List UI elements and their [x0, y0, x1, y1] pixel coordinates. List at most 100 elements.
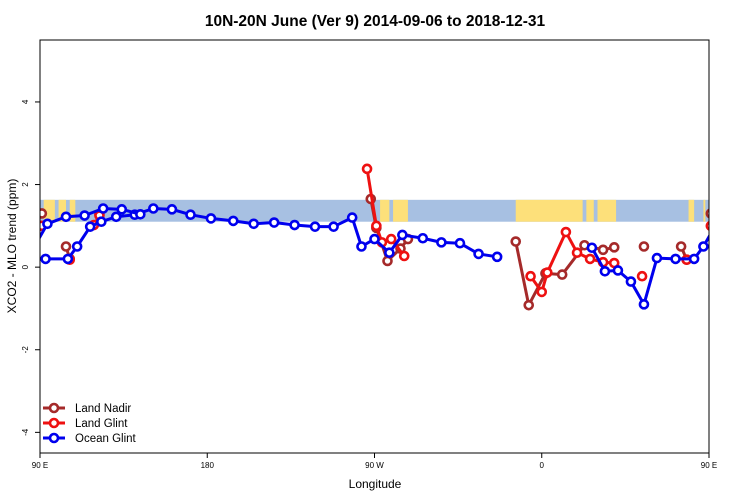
- legend-label: Ocean Glint: [75, 433, 137, 445]
- series-line: [40, 207, 141, 240]
- y-tick-label: 4: [21, 99, 30, 104]
- map-strip-land: [43, 199, 55, 222]
- data-point: [356, 241, 367, 252]
- data-point: [638, 241, 650, 252]
- data-point: [705, 220, 709, 231]
- data-point: [675, 241, 687, 252]
- data-point: [248, 218, 260, 230]
- series-layer: [30, 163, 709, 311]
- map-strip-land: [515, 199, 583, 222]
- y-tick-label: 0: [21, 264, 30, 269]
- data-point: [525, 270, 536, 282]
- data-point: [556, 269, 568, 280]
- map-strip-land: [597, 199, 617, 222]
- plot-frame: [39, 39, 710, 454]
- data-point: [705, 208, 709, 219]
- data-point: [369, 233, 380, 245]
- series-ocean-glint: [30, 203, 709, 310]
- data-point: [328, 221, 339, 232]
- data-point: [116, 204, 128, 215]
- x-tick-label: 90 E: [701, 461, 717, 470]
- map-strip-land: [58, 199, 67, 222]
- x-axis: 90 E 180 90 W 0 90 E: [32, 453, 717, 470]
- data-point: [60, 211, 72, 223]
- legend-label: Land Nadir: [75, 403, 131, 415]
- data-point: [417, 232, 429, 244]
- map-strip-land: [688, 199, 695, 222]
- data-point: [670, 253, 681, 265]
- data-point: [688, 253, 700, 265]
- data-point: [625, 276, 637, 287]
- data-point: [398, 250, 410, 262]
- data-point: [382, 255, 393, 267]
- data-point: [586, 242, 598, 254]
- data-point: [385, 233, 397, 245]
- data-point: [268, 217, 280, 228]
- data-point: [309, 221, 321, 232]
- chart-title: 10N-20N June (Ver 9) 2014-09-06 to 2018-…: [205, 13, 546, 30]
- y-axis: -4 -2 0 2 4: [21, 99, 40, 436]
- data-point: [597, 244, 609, 256]
- legend-marker: [48, 402, 60, 414]
- data-point: [397, 229, 408, 241]
- data-point: [97, 203, 109, 214]
- data-point: [651, 252, 663, 264]
- data-point: [289, 219, 300, 231]
- data-point: [612, 265, 624, 276]
- x-tick-label: 180: [201, 461, 215, 470]
- data-point: [40, 253, 51, 265]
- data-point: [166, 204, 178, 215]
- data-point: [608, 242, 620, 253]
- data-point: [227, 215, 239, 227]
- map-strip-land: [393, 199, 408, 222]
- data-point: [79, 210, 90, 221]
- data-point: [523, 299, 535, 311]
- map-strip-land: [380, 199, 390, 222]
- data-point: [62, 253, 74, 265]
- legend-marker: [48, 417, 60, 429]
- data-point: [536, 286, 548, 298]
- data-point: [542, 267, 553, 278]
- x-tick-label: 90 E: [32, 461, 48, 470]
- legend-marker: [48, 432, 60, 444]
- legend-label: Land Glint: [75, 418, 128, 430]
- data-point: [571, 247, 583, 258]
- data-point: [371, 220, 382, 232]
- data-point: [346, 212, 358, 223]
- data-point: [636, 270, 648, 282]
- x-tick-label: 90 W: [365, 461, 384, 470]
- map-strip-land: [69, 199, 76, 222]
- y-tick-label: -4: [21, 428, 30, 436]
- data-point: [599, 265, 611, 277]
- data-point: [698, 241, 709, 252]
- data-point: [135, 208, 146, 220]
- data-point: [96, 216, 107, 228]
- y-axis-label: XCO2 - MLO trend (ppm): [5, 179, 19, 314]
- data-point: [454, 237, 466, 249]
- data-point: [560, 226, 572, 238]
- data-point: [30, 243, 38, 251]
- map-strip-land: [586, 199, 594, 222]
- data-point: [473, 248, 484, 260]
- data-point: [84, 221, 96, 232]
- data-point: [361, 163, 373, 175]
- data-point: [42, 218, 53, 230]
- data-point: [584, 253, 596, 265]
- data-point: [60, 241, 72, 252]
- data-point: [185, 209, 196, 220]
- data-point: [40, 208, 48, 219]
- data-point: [205, 213, 217, 224]
- data-point: [148, 203, 159, 214]
- y-tick-label: 2: [21, 182, 30, 187]
- data-point: [110, 211, 122, 223]
- map-strip-land: [703, 199, 706, 222]
- x-axis-label: Longitude: [349, 477, 402, 491]
- data-point: [491, 251, 503, 263]
- data-point: [638, 299, 650, 310]
- y-tick-label: -2: [21, 346, 30, 354]
- data-point: [436, 237, 447, 248]
- legend: Land Nadir Land Glint Ocean Glint: [43, 402, 137, 445]
- data-point: [71, 241, 83, 252]
- data-point: [510, 236, 522, 247]
